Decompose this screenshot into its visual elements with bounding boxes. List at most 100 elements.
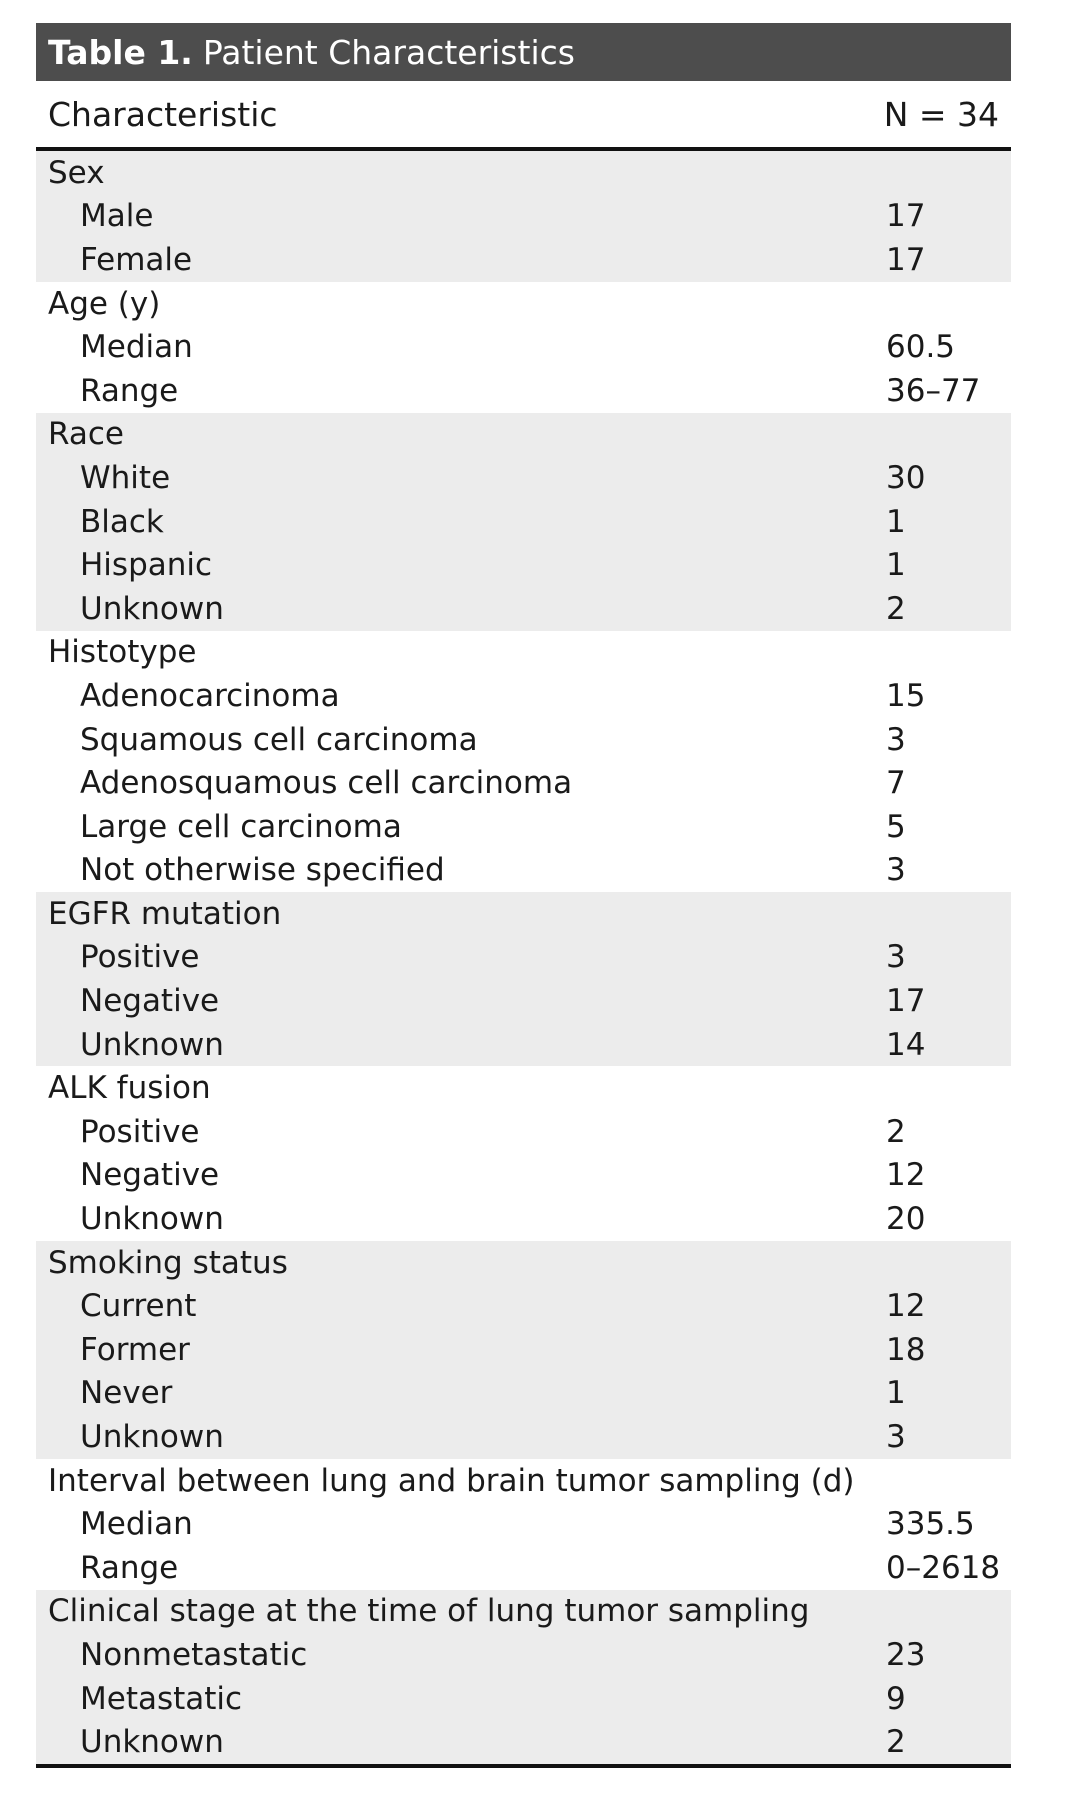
table-row: Nonmetastatic 23 <box>36 1633 1011 1677</box>
row-value: 2 <box>886 590 906 627</box>
row-value: 2 <box>886 1724 906 1761</box>
table-header-row: Characteristic N = 34 <box>36 81 1011 151</box>
row-label: Negative <box>80 1157 220 1194</box>
patient-characteristics-table: Table 1. Patient Characteristics Charact… <box>36 23 1011 1768</box>
row-value: 2 <box>886 1113 906 1150</box>
table-group: Smoking status Current 12 Former 18 Never 1 Unk… <box>36 1240 1011 1459</box>
group-name: Interval between lung and brain tumor sa… <box>48 1462 855 1499</box>
table-row: Positive 3 <box>36 936 1011 980</box>
table-row: Unknown 20 <box>36 1197 1011 1241</box>
table-row: Median 60.5 <box>36 325 1011 369</box>
row-value: 12 <box>886 1288 926 1325</box>
table-row: Unknown 2 <box>36 587 1011 631</box>
row-value: 3 <box>886 852 906 889</box>
group-header-row: EGFR mutation <box>36 892 1011 936</box>
group-name: Clinical stage at the time of lung tumor… <box>48 1593 810 1630</box>
row-value: 3 <box>886 939 906 976</box>
table-row: Negative 17 <box>36 979 1011 1023</box>
row-value: 5 <box>886 808 906 845</box>
row-value: 23 <box>886 1636 926 1673</box>
row-label: Female <box>80 241 193 278</box>
group-header-row: Age (y) <box>36 282 1011 326</box>
group-header-row: Sex <box>36 151 1011 195</box>
table-title: Patient Characteristics <box>202 32 575 72</box>
table-body: Sex Male 17 Female 17 Age (y) Median 60.5 Range 3… <box>36 151 1011 1764</box>
group-name: EGFR mutation <box>48 895 282 932</box>
row-value: 30 <box>886 459 926 496</box>
row-value: 17 <box>886 198 926 235</box>
row-label: Squamous cell carcinoma <box>80 721 478 758</box>
row-value: 3 <box>886 1419 906 1456</box>
row-value: 17 <box>886 241 926 278</box>
row-label: Never <box>80 1375 173 1412</box>
row-label: White <box>80 459 171 496</box>
table-row: Hispanic 1 <box>36 543 1011 587</box>
table-row: Black 1 <box>36 500 1011 544</box>
table-row: Male 17 <box>36 195 1011 239</box>
row-label: Hispanic <box>80 547 213 584</box>
header-characteristic: Characteristic <box>48 94 278 134</box>
row-value: 20 <box>886 1201 926 1238</box>
row-label: Male <box>80 198 154 235</box>
group-name: Histotype <box>48 634 197 671</box>
table-row: Median 335.5 <box>36 1502 1011 1546</box>
row-value: 60.5 <box>886 329 956 366</box>
table-row: Squamous cell carcinoma 3 <box>36 718 1011 762</box>
row-value: 18 <box>886 1331 926 1368</box>
table-row: Positive 2 <box>36 1110 1011 1154</box>
row-label: Unknown <box>80 1419 224 1456</box>
row-value: 17 <box>886 983 926 1020</box>
row-label: Metastatic <box>80 1680 243 1717</box>
group-name: Smoking status <box>48 1244 288 1281</box>
row-label: Unknown <box>80 1026 224 1063</box>
bottom-rule <box>36 1763 1011 1768</box>
row-value: 15 <box>886 677 926 714</box>
group-header-row: Histotype <box>36 631 1011 675</box>
row-label: Unknown <box>80 1201 224 1238</box>
row-label: Negative <box>80 983 220 1020</box>
table-group: Histotype Adenocarcinoma 15 Squamous cell c… <box>36 631 1011 893</box>
row-label: Nonmetastatic <box>80 1636 308 1673</box>
table-row: Never 1 <box>36 1372 1011 1416</box>
row-value: 335.5 <box>886 1506 975 1543</box>
row-label: Not otherwise specified <box>80 852 445 889</box>
row-value: 36–77 <box>886 372 981 409</box>
table-row: Negative 12 <box>36 1154 1011 1198</box>
row-label: Median <box>80 1506 193 1543</box>
table-row: Large cell carcinoma 5 <box>36 805 1011 849</box>
row-value: 14 <box>886 1026 926 1063</box>
table-row: Metastatic 9 <box>36 1677 1011 1721</box>
group-name: ALK fusion <box>48 1070 211 1107</box>
group-header-row: Clinical stage at the time of lung tumor… <box>36 1590 1011 1634</box>
table-row: Unknown 14 <box>36 1023 1011 1067</box>
table-row: White 30 <box>36 456 1011 500</box>
row-label: Adenocarcinoma <box>80 677 340 714</box>
table-group: ALK fusion Positive 2 Negative 12 Unknown 20 <box>36 1066 1011 1240</box>
row-label: Median <box>80 329 193 366</box>
row-label: Unknown <box>80 590 224 627</box>
table-group: Sex Male 17 Female 17 <box>36 151 1011 282</box>
row-label: Range <box>80 372 179 409</box>
row-label: Adenosquamous cell carcinoma <box>80 765 573 802</box>
row-value: 12 <box>886 1157 926 1194</box>
table-row: Adenocarcinoma 15 <box>36 674 1011 718</box>
table-row: Unknown 2 <box>36 1720 1011 1764</box>
group-header-row: Smoking status <box>36 1241 1011 1285</box>
table-row: Unknown 3 <box>36 1415 1011 1459</box>
group-name: Age (y) <box>48 285 161 322</box>
table-row: Female 17 <box>36 238 1011 282</box>
group-header-row: Interval between lung and brain tumor sa… <box>36 1459 1011 1503</box>
table-group: Clinical stage at the time of lung tumor… <box>36 1589 1011 1764</box>
row-value: 9 <box>886 1680 906 1717</box>
row-value: 1 <box>886 503 906 540</box>
table-row: Adenosquamous cell carcinoma 7 <box>36 761 1011 805</box>
table-group: EGFR mutation Positive 3 Negative 17 Unknown 1… <box>36 892 1011 1067</box>
row-label: Range <box>80 1549 179 1586</box>
row-label: Former <box>80 1331 190 1368</box>
table-title-bar: Table 1. Patient Characteristics <box>36 23 1011 81</box>
row-value: 7 <box>886 765 906 802</box>
header-n: N = 34 <box>883 94 999 134</box>
table-row: Not otherwise specified 3 <box>36 849 1011 893</box>
table-group: Race White 30 Black 1 Hispanic 1 Unknown 2 <box>36 412 1011 631</box>
group-name: Sex <box>48 154 105 191</box>
